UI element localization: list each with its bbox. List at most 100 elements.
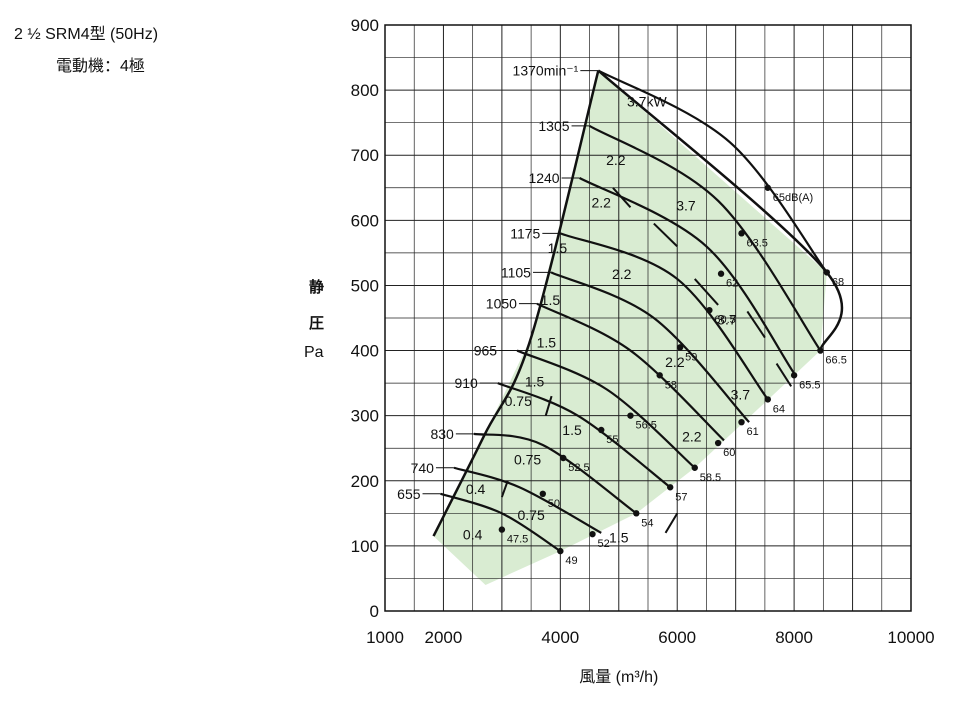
power-label-6: 1.5 [541, 292, 561, 308]
power-separator-2 [500, 480, 509, 498]
x-tick-2000: 2000 [425, 628, 463, 647]
noise-label-2: 52 [597, 538, 609, 550]
noise-label-3: 50 [548, 498, 560, 510]
noise-point-19 [738, 230, 745, 237]
noise-label-15: 60.5 [714, 314, 735, 326]
rpm-label-10: 1370min⁻¹ [513, 63, 579, 79]
envelope-right [597, 69, 844, 351]
y-tick-700: 700 [351, 146, 379, 165]
power-label-15: 0.75 [514, 452, 541, 468]
rpm-curve-8 [579, 177, 796, 374]
rpm-label-3: 910 [454, 375, 478, 391]
rpm-label-7: 1175 [510, 225, 540, 241]
x-tick-1000: 1000 [366, 628, 404, 647]
y-tick-0: 0 [370, 602, 379, 621]
power-label-17: 0.75 [517, 507, 544, 523]
power-label-8: 1.5 [537, 334, 557, 350]
noise-label-0: 49 [565, 555, 577, 567]
x-tick-10000: 10000 [887, 628, 934, 647]
x-tick-4000: 4000 [541, 628, 579, 647]
noise-point-15 [706, 306, 713, 314]
power-label-10: 1.5 [525, 373, 545, 389]
noise-point-12 [738, 418, 745, 426]
y-axis-label-1: 静 [309, 279, 325, 296]
noise-point-21 [764, 184, 772, 191]
noise-point-2 [589, 530, 596, 538]
power-label-13: 1.5 [562, 422, 582, 438]
power-label-9: 2.2 [665, 354, 685, 370]
noise-point-10 [714, 439, 722, 447]
x-tick-8000: 8000 [775, 628, 813, 647]
noise-point-11 [656, 372, 663, 379]
power-label-2: 2.2 [592, 194, 612, 210]
power-label-3: 3.7 [676, 198, 696, 214]
power-separator-5 [694, 278, 719, 306]
noise-label-13: 59 [685, 351, 697, 363]
power-separator-1 [544, 395, 553, 416]
rpm-label-6: 1105 [501, 264, 531, 280]
noise-label-21: 65dB(A) [773, 192, 813, 204]
rpm-label-4: 965 [474, 343, 498, 359]
rpm-label-8: 1240 [528, 170, 559, 186]
plot-frame [384, 24, 912, 612]
power-label-12: 0.75 [505, 393, 532, 409]
noise-label-6: 57 [675, 491, 687, 503]
noise-label-10: 60 [723, 447, 735, 459]
power-label-19: 1.5 [609, 530, 629, 546]
power-label-5: 2.2 [612, 266, 632, 282]
rpm-curve-1 [453, 466, 602, 534]
noise-point-5 [560, 454, 567, 462]
noise-label-1: 47.5 [507, 534, 528, 546]
power-label-7: 3.7 [717, 312, 737, 328]
noise-point-20 [823, 269, 831, 276]
y-tick-600: 600 [351, 211, 379, 230]
y-tick-200: 200 [351, 472, 379, 491]
noise-point-6 [667, 484, 674, 491]
rpm-curve-6 [550, 271, 750, 423]
noise-label-18: 66.5 [825, 355, 846, 367]
power-label-0: 3.7kW [627, 93, 667, 109]
noise-label-20: 68 [832, 276, 844, 288]
noise-point-0 [557, 547, 564, 555]
y-tick-900: 900 [351, 16, 379, 35]
noise-label-7: 55 [606, 434, 618, 446]
power-separator-4 [653, 222, 678, 248]
noise-point-1 [498, 526, 506, 533]
noise-label-5: 52.5 [568, 462, 589, 474]
power-label-4: 1.5 [548, 240, 568, 256]
rpm-label-2: 830 [430, 426, 454, 442]
operating-region [433, 70, 827, 585]
noise-point-8 [691, 464, 698, 471]
power-separator-0 [664, 512, 679, 534]
motor-spec: 電動機：4極 [56, 58, 145, 75]
noise-point-16 [790, 372, 798, 379]
noise-point-3 [539, 490, 546, 497]
power-label-18: 0.4 [463, 526, 483, 542]
power-label-1: 2.2 [606, 152, 626, 168]
noise-point-4 [633, 510, 640, 517]
x-axis-label: 風量 (m³/h) [579, 669, 658, 686]
rpm-curve-10 [597, 69, 828, 274]
noise-point-9 [627, 412, 634, 419]
model-title: 2 ½ SRM4型 (50Hz) [14, 26, 159, 43]
power-separator-7 [775, 363, 793, 387]
power-separator-3 [612, 187, 632, 208]
noise-point-7 [598, 426, 605, 434]
y-tick-400: 400 [351, 342, 379, 361]
x-tick-6000: 6000 [658, 628, 696, 647]
rpm-curve-5 [536, 302, 725, 442]
noise-point-13 [676, 344, 684, 351]
rpm-label-5: 1050 [486, 296, 517, 312]
noise-label-14: 64 [773, 403, 785, 415]
y-axis-label-2: 圧 [309, 315, 325, 332]
rpm-label-1: 740 [411, 460, 435, 476]
y-tick-500: 500 [351, 276, 379, 295]
noise-point-14 [764, 396, 772, 403]
y-tick-300: 300 [351, 407, 379, 426]
power-label-14: 2.2 [682, 429, 702, 445]
power-label-11: 3.7 [731, 386, 751, 402]
rpm-curve-2 [473, 432, 637, 515]
noise-label-19: 63.5 [747, 237, 768, 249]
noise-label-12: 61 [747, 426, 759, 438]
